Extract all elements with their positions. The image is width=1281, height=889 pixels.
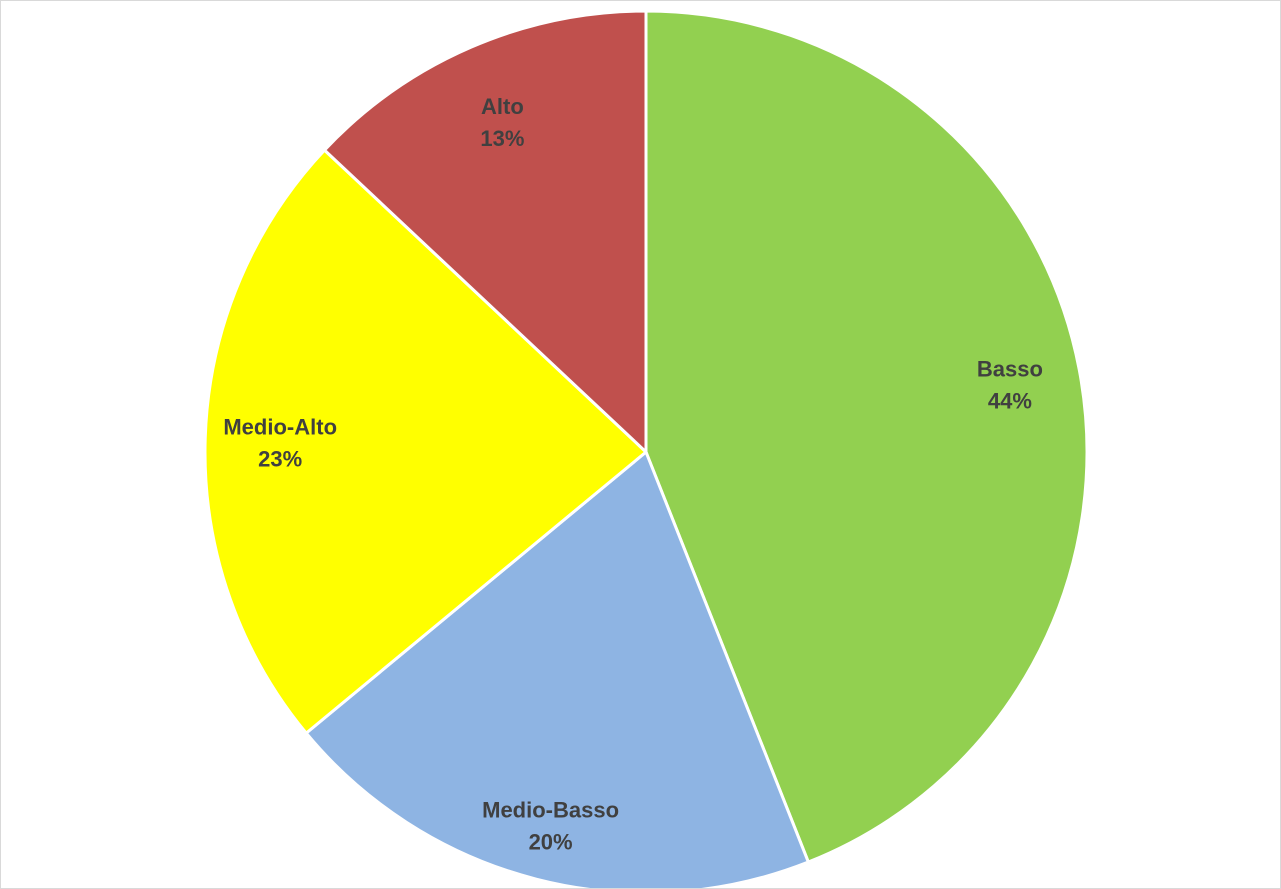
data-label-percentage: 13% xyxy=(480,126,524,151)
data-label-percentage: 20% xyxy=(529,830,573,855)
pie-slices xyxy=(203,9,1089,888)
pie-slice-alto xyxy=(323,9,648,454)
data-label-alto: Alto 13% xyxy=(480,94,524,151)
pie-slice-basso xyxy=(644,9,1089,864)
data-label-category: Basso xyxy=(977,357,1043,382)
pie-slice-medio-alto xyxy=(203,148,648,735)
data-label-category: Medio-Alto xyxy=(223,415,337,440)
pie-slice-medio-basso xyxy=(304,450,810,888)
data-label-medio-alto: Medio-Alto 23% xyxy=(223,415,337,472)
pie-data-labels: Basso 44% Medio-Basso 20% Medio-Alto 23% Alto 1… xyxy=(223,94,1043,855)
data-label-category: Medio-Basso xyxy=(482,798,619,823)
data-label-category: Alto xyxy=(481,94,524,119)
data-label-basso: Basso 44% xyxy=(977,357,1043,414)
data-label-medio-basso: Medio-Basso 20% xyxy=(482,798,619,855)
data-label-percentage: 23% xyxy=(258,447,302,472)
data-label-percentage: 44% xyxy=(988,389,1032,414)
